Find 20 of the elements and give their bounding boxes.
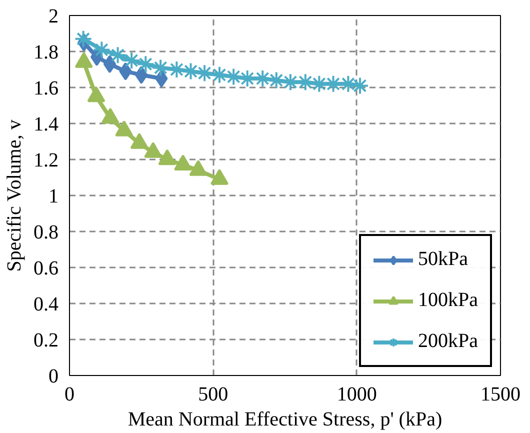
legend-label: 200kPa (418, 330, 478, 353)
y-tick-label: 0 (48, 366, 58, 388)
y-tick-label: 0.2 (34, 330, 58, 352)
y-tick-label: 1 (48, 186, 58, 208)
y-tick-label: 1.8 (34, 42, 58, 64)
y-tick-label: 2 (48, 6, 58, 28)
y-tick-label: 1.2 (34, 150, 58, 172)
x-tick-label: 500 (198, 384, 228, 406)
legend-label: 100kPa (418, 289, 478, 312)
y-tick-label: 0.6 (34, 258, 58, 280)
y-axis-title: Specific Volume, v (4, 120, 26, 272)
y-tick-label: 1.6 (34, 78, 58, 100)
x-axis-title: Mean Normal Effective Stress, p' (kPa) (128, 408, 442, 430)
x-tick-label: 0 (64, 384, 74, 406)
y-tick-label: 0.8 (34, 222, 58, 244)
x-tick-label: 1500 (480, 384, 520, 406)
x-tick-label: 1000 (336, 384, 377, 406)
y-tick-label: 1.4 (34, 114, 58, 136)
legend-label: 50kPa (418, 248, 468, 271)
y-tick-label: 0.4 (34, 294, 58, 316)
